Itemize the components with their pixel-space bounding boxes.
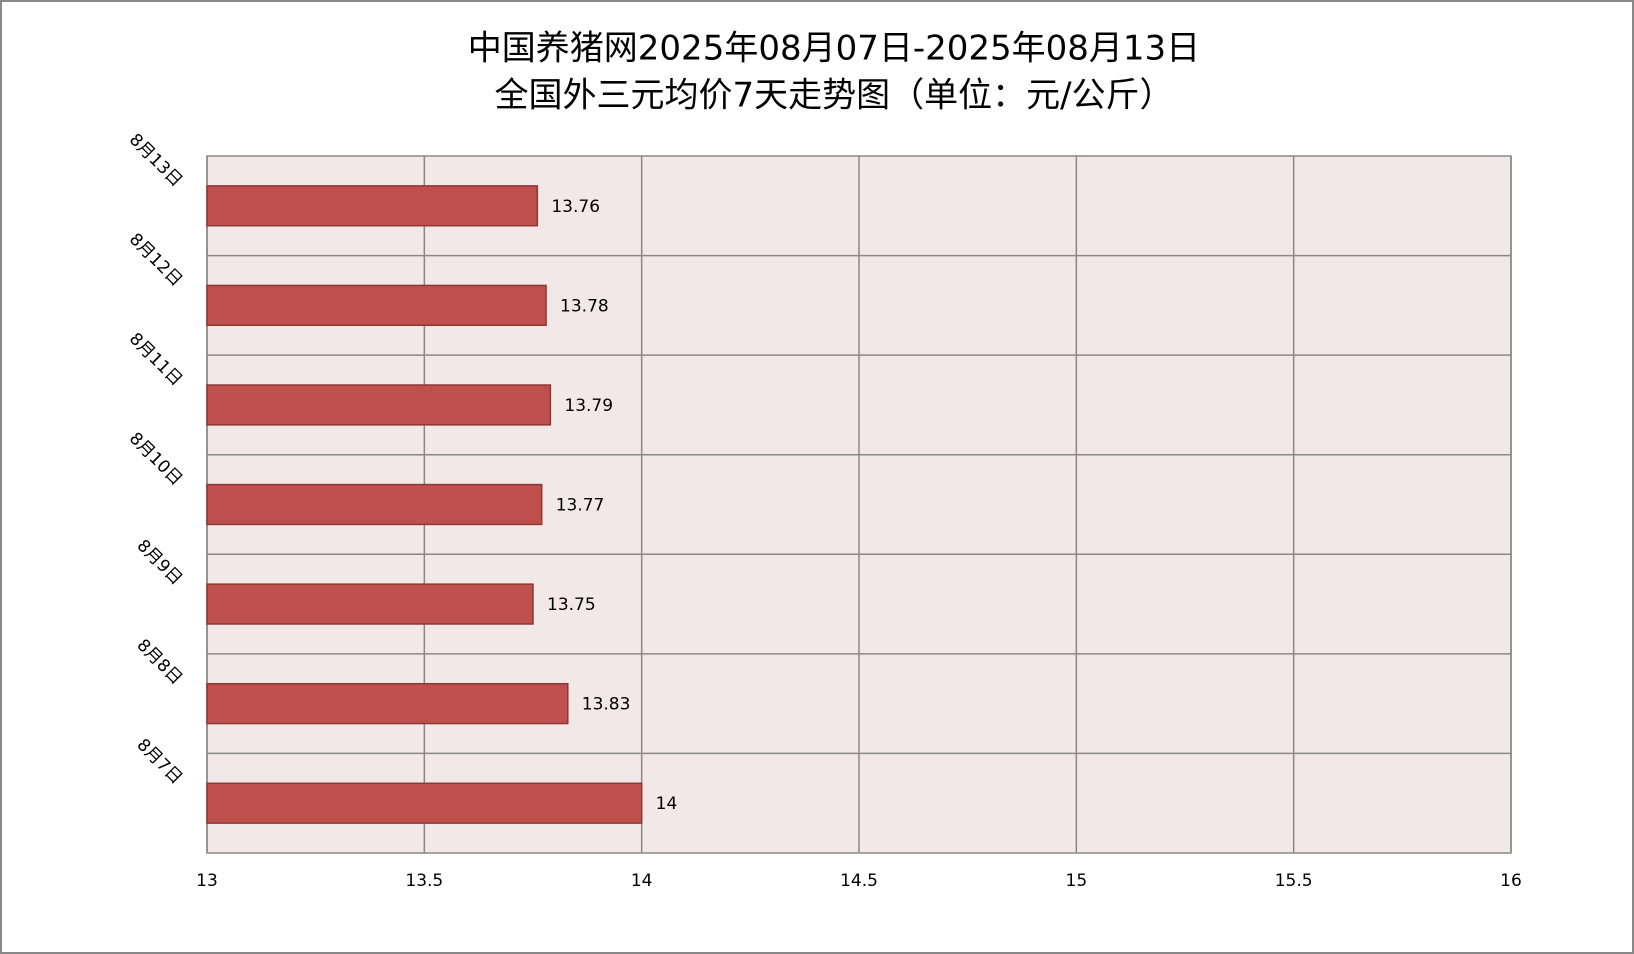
- data-label: 13.83: [582, 695, 631, 715]
- data-label: 13.79: [564, 396, 613, 416]
- bar: [206, 782, 643, 824]
- data-label: 13.76: [551, 197, 600, 217]
- bar: [206, 185, 539, 227]
- bar: [206, 284, 547, 327]
- data-label: 14: [656, 794, 678, 814]
- data-label: 13.77: [556, 496, 605, 516]
- x-tick-label: 16: [1500, 871, 1522, 891]
- x-tick-label: 15: [1066, 871, 1088, 891]
- data-label: 13.75: [547, 595, 596, 615]
- bar: [206, 682, 569, 725]
- x-tick-label: 14: [631, 871, 653, 891]
- chart-title: 中国养猪网2025年08月07日-2025年08月13日: [468, 29, 1200, 69]
- bar: [206, 384, 552, 426]
- bar: [206, 483, 543, 526]
- x-tick-label: 13: [196, 871, 218, 891]
- x-tick-label: 15.5: [1275, 871, 1313, 891]
- data-label: 13.78: [560, 296, 609, 316]
- chart-title: 全国外三元均价7天走势图（单位：元/公斤）: [494, 76, 1173, 116]
- bar: [206, 583, 534, 625]
- x-tick-label: 14.5: [840, 871, 878, 891]
- x-tick-label: 13.5: [405, 871, 443, 891]
